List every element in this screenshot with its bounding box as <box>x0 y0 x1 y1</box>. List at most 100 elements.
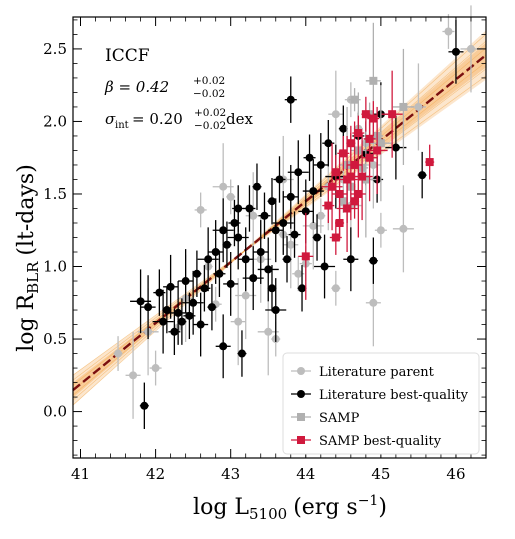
marker-circle <box>234 204 243 213</box>
marker-circle <box>267 284 276 293</box>
marker-square <box>350 95 359 104</box>
marker-circle <box>331 110 340 119</box>
point-literature-best-quality <box>314 234 336 299</box>
marker-circle <box>309 221 318 230</box>
marker-circle <box>204 255 213 264</box>
point-literature-best-quality <box>215 314 231 379</box>
marker-circle <box>215 269 224 278</box>
point-literature-best-quality <box>258 192 271 239</box>
point-literature-best-quality <box>223 252 239 316</box>
point-literature-best-quality <box>238 227 254 292</box>
x-tick-label: 43 <box>221 465 240 483</box>
marker-circle <box>196 320 205 329</box>
marker-circle <box>279 218 288 227</box>
marker-circle <box>369 298 378 307</box>
point-literature-best-quality <box>232 185 245 232</box>
point-literature-best-quality <box>140 275 156 340</box>
marker-circle <box>264 265 273 274</box>
point-literature-best-quality <box>448 19 464 84</box>
x-axis-label-unit: (erg s <box>293 495 358 520</box>
beta-label: β = 0.42 <box>104 78 169 96</box>
marker-circle <box>256 248 265 257</box>
x-tick-label: 44 <box>296 465 315 483</box>
y-axis-label-sub: BLR <box>24 261 42 294</box>
point-literature-best-quality <box>163 254 179 319</box>
y-tick-label: 1.5 <box>43 185 67 203</box>
point-literature-best-quality <box>282 236 292 283</box>
point-samp-best-quality <box>331 154 341 190</box>
marker-circle <box>177 317 186 326</box>
point-literature-best-quality <box>273 156 286 203</box>
fit-sample-line <box>72 33 487 406</box>
point-literature-best-quality <box>288 211 301 258</box>
point-samp-best-quality <box>366 106 388 194</box>
marker-circle <box>316 211 325 220</box>
point-samp-best-quality <box>381 70 403 158</box>
marker-square <box>350 160 359 169</box>
marker-square <box>339 149 348 158</box>
y-axis-label-unit: (lt-days) <box>14 164 39 255</box>
point-samp <box>392 48 414 165</box>
point-literature-best-quality <box>193 292 209 357</box>
marker-circle <box>286 240 295 249</box>
point-samp <box>348 88 361 112</box>
point-literature-best-quality <box>153 269 166 316</box>
y-tick-label: 0.5 <box>43 330 67 348</box>
point-samp-best-quality <box>361 96 371 132</box>
marker-square <box>365 153 374 162</box>
marker-circle <box>252 182 261 191</box>
marker-circle <box>129 371 138 380</box>
marker-square <box>324 201 333 210</box>
marker-circle <box>234 233 243 242</box>
legend-marker-circle <box>297 390 305 398</box>
x-axis-label-sup: −1 <box>358 493 379 509</box>
marker-circle <box>196 205 205 214</box>
marker-circle <box>219 226 228 235</box>
marker-circle <box>391 143 400 152</box>
point-samp-best-quality <box>298 212 314 300</box>
marker-circle <box>166 282 175 291</box>
point-literature-best-quality <box>243 185 256 232</box>
marker-circle <box>211 248 220 257</box>
marker-circle <box>294 269 303 278</box>
marker-circle <box>301 207 310 216</box>
marker-circle <box>200 284 209 293</box>
sigma-err-up: +0.02 <box>194 107 226 119</box>
fit-sample-line <box>72 40 487 401</box>
legend-marker-circle <box>297 367 305 375</box>
marker-circle <box>286 192 295 201</box>
y-tick-label: 2.5 <box>43 40 67 58</box>
marker-circle <box>466 44 475 53</box>
legend-label: SAMP best-quality <box>319 434 442 449</box>
marker-square <box>335 218 344 227</box>
marker-circle <box>369 256 378 265</box>
point-literature-best-quality <box>312 214 322 261</box>
point-literature-parent <box>374 212 387 248</box>
marker-circle <box>399 224 408 233</box>
sigma-sub: int <box>115 120 129 131</box>
point-literature-best-quality <box>417 151 427 199</box>
marker-circle <box>230 218 239 227</box>
marker-circle <box>226 192 235 201</box>
marker-circle <box>267 197 276 206</box>
marker-square <box>328 182 337 191</box>
marker-square <box>425 158 434 167</box>
marker-circle <box>451 47 460 56</box>
fit-sample-line <box>72 75 487 376</box>
point-literature-parent <box>328 70 344 158</box>
marker-circle <box>260 211 269 220</box>
point-literature-best-quality <box>343 227 359 292</box>
x-tick-label: 46 <box>446 465 465 483</box>
point-literature-best-quality <box>257 237 279 302</box>
point-literature-best-quality <box>213 250 226 297</box>
point-samp-best-quality <box>350 150 366 238</box>
marker-circle <box>114 349 123 358</box>
legend-label: SAMP <box>319 411 360 426</box>
marker-circle <box>346 255 355 264</box>
marker-circle <box>290 230 299 239</box>
point-literature-parent <box>316 198 326 234</box>
point-literature-best-quality <box>222 221 232 268</box>
marker-circle <box>181 277 190 286</box>
marker-circle <box>264 327 273 336</box>
